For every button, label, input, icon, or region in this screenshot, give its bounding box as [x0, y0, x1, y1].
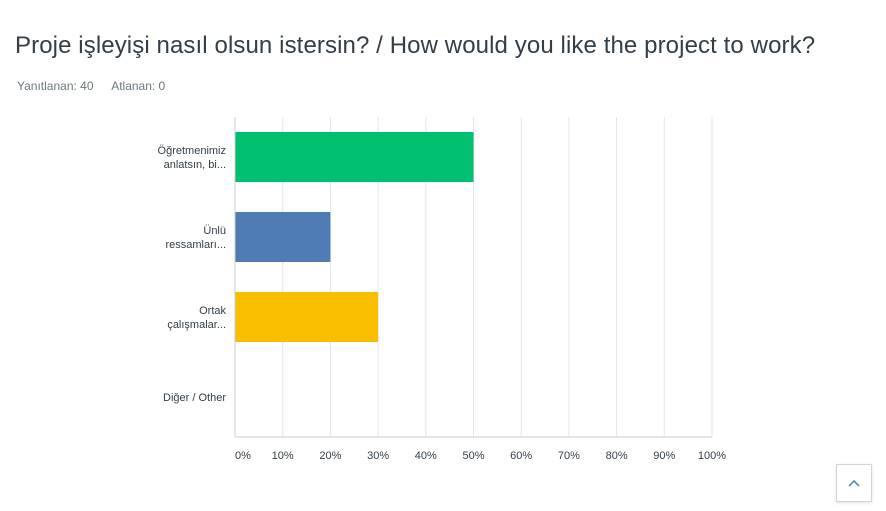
category-label: anlatsın, bi...	[164, 159, 226, 171]
chevron-up-icon	[848, 479, 860, 487]
x-tick-label: 70%	[558, 450, 580, 462]
response-stats: Yanıtlanan: 40 Atlanan: 0	[17, 79, 180, 93]
x-tick-label: 100%	[698, 450, 726, 462]
category-label: Öğretmenimiz	[158, 145, 226, 157]
category-label: Ortak	[199, 305, 226, 317]
x-tick-label: 80%	[606, 450, 628, 462]
bar	[235, 212, 331, 262]
question-title: Proje işleyişi nasıl olsun istersin? / H…	[15, 32, 816, 59]
category-label: çalışmalar...	[167, 319, 226, 331]
x-tick-label: 50%	[462, 450, 484, 462]
x-tick-label: 40%	[415, 450, 437, 462]
x-tick-label: 90%	[653, 450, 675, 462]
x-tick-label: 60%	[510, 450, 532, 462]
x-tick-label: 30%	[367, 450, 389, 462]
answered-count: Yanıtlanan: 40	[17, 79, 94, 93]
category-label: Diğer / Other	[163, 392, 226, 404]
x-tick-label: 20%	[319, 450, 341, 462]
bar	[235, 132, 474, 182]
x-tick-label: 10%	[272, 450, 294, 462]
category-label: ressamları...	[165, 239, 226, 251]
skipped-count: Atlanan: 0	[111, 79, 166, 93]
scroll-to-top-button[interactable]	[836, 464, 872, 502]
category-label: Ünlü	[203, 225, 226, 237]
x-tick-label: 0%	[235, 450, 251, 462]
bar	[235, 292, 379, 342]
